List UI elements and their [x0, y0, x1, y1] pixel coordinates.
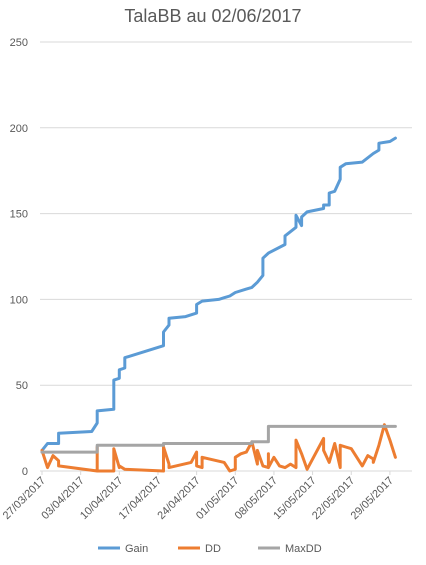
y-tick-label: 150: [10, 209, 28, 221]
legend: Gain DD MaxDD: [98, 543, 322, 555]
series-line-dd: [40, 423, 397, 473]
y-tick-label: 0: [22, 466, 28, 478]
legend-label-maxdd: MaxDD: [285, 543, 322, 555]
y-tick-label: 200: [10, 123, 28, 135]
series-line-maxdd: [40, 424, 397, 454]
y-tick-label: 50: [16, 380, 28, 392]
legend-label-gain: Gain: [125, 543, 148, 555]
y-tick-label: 100: [10, 294, 28, 306]
legend-label-dd: DD: [205, 543, 221, 555]
series-line-gain: [40, 136, 397, 454]
y-tick-label: 250: [10, 37, 28, 49]
series-lines: [40, 136, 397, 473]
chart-title: TalaBB au 02/06/2017: [124, 6, 301, 26]
gridlines: [40, 41, 412, 386]
